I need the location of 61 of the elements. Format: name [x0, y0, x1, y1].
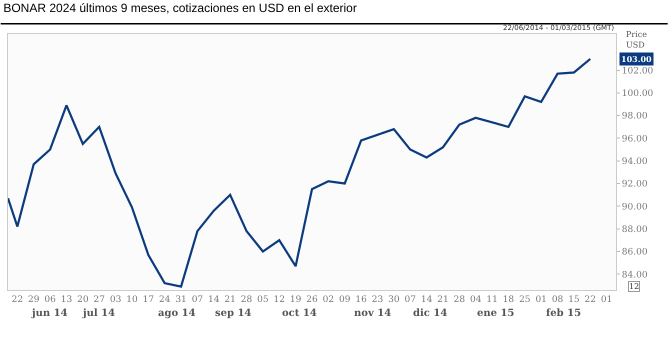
x-tick-label: 28 — [240, 294, 253, 305]
text: jun 14 — [31, 308, 68, 319]
text: feb 15 — [546, 308, 582, 319]
x-tick-label: 21 — [437, 294, 449, 305]
x-tick-label: 22 — [12, 294, 24, 305]
x-tick-label: 23 — [372, 294, 384, 305]
x-tick-label: 03 — [110, 294, 122, 305]
text: 12 — [629, 282, 640, 291]
x-tick-label: 13 — [60, 294, 72, 305]
x-tick-label: 14 — [208, 294, 220, 305]
x-tick-label: 17 — [142, 294, 154, 305]
x-tick-label: 01 — [600, 294, 612, 305]
y-tick-label: 90.00 — [622, 202, 648, 212]
text: nov 14 — [354, 308, 392, 319]
text: dic 14 — [413, 308, 448, 319]
y-tick-label: 84.00 — [622, 270, 648, 280]
x-tick-label: 26 — [306, 294, 318, 305]
line-series — [8, 58, 592, 288]
y-tick-label: 86.00 — [622, 248, 648, 258]
y-tick-label: 100.00 — [622, 89, 654, 100]
x-tick-label: 27 — [93, 294, 106, 305]
x-tick-label: 19 — [290, 294, 302, 305]
x-tick-label: 18 — [502, 294, 514, 305]
x-tick-label: 20 — [77, 294, 89, 305]
x-tick-label: 15 — [568, 294, 580, 305]
x-tick-label: 12 — [274, 294, 285, 305]
x-tick-label: 31 — [175, 294, 187, 305]
text: jul 14 — [82, 308, 116, 319]
x-tick-label: 16 — [355, 294, 368, 305]
x-tick-label: 01 — [535, 294, 547, 305]
x-tick-label: 07 — [192, 294, 204, 305]
x-tick-label: 25 — [519, 294, 531, 305]
x-tick-label: 24 — [158, 294, 171, 305]
x-tick-label: 07 — [404, 294, 416, 305]
y-tick-label: 94.00 — [622, 157, 648, 168]
x-tick-label: 05 — [257, 294, 269, 305]
x-tick-label: 04 — [470, 294, 482, 305]
x-tick-label: 02 — [322, 294, 334, 305]
x-tick-label: 11 — [486, 294, 498, 305]
y-axis-title: Price USD — [626, 30, 648, 50]
text: ene 15 — [477, 308, 514, 319]
y-tick-label: 102.00 — [622, 66, 654, 76]
x-tick-label: 14 — [420, 294, 433, 305]
text: oct 14 — [282, 308, 317, 319]
text: ago 14 — [158, 308, 196, 319]
x-tick-label: 06 — [44, 294, 56, 305]
chart-title: BONAR 2024 últimos 9 meses, cotizaciones en USD en el exterior — [3, 0, 357, 15]
x-tick-label: 22 — [584, 294, 596, 305]
x-tick-label: 30 — [388, 294, 400, 305]
x-tick-label: 21 — [224, 294, 236, 305]
annotation: 103.00 — [621, 54, 652, 64]
x-tick-label: 29 — [28, 294, 40, 305]
y-tick-label: 96.00 — [622, 134, 648, 144]
y-tick-label: 92.00 — [622, 180, 648, 190]
text: sep 14 — [215, 308, 252, 319]
x-tick-label: 09 — [339, 294, 351, 305]
y-tick-label: 88.00 — [622, 224, 648, 235]
x-tick-label: 08 — [552, 294, 564, 305]
x-tick-label: 28 — [454, 294, 466, 305]
x-tick-label: 10 — [126, 294, 138, 305]
y-tick-label: 98.00 — [622, 112, 648, 122]
